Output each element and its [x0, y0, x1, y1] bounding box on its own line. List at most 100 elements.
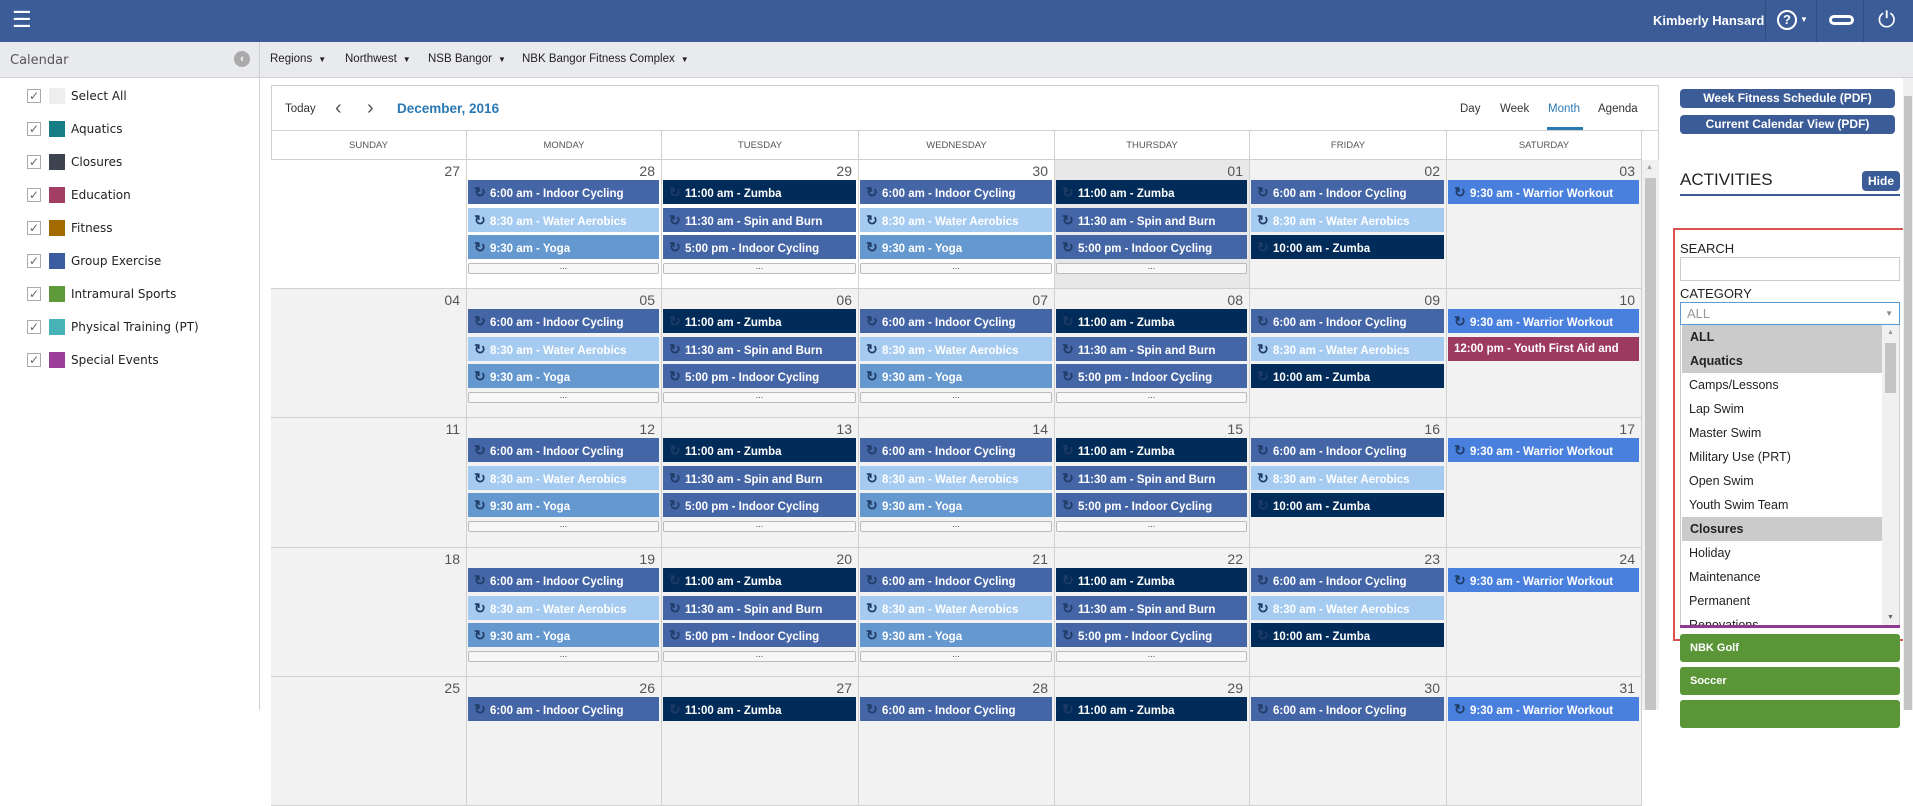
calendar-event[interactable]: ↻ 11:00 am - Zumba	[663, 180, 856, 204]
calendar-event[interactable]: ↻ 8:30 am - Water Aerobics	[1251, 595, 1444, 620]
day-cell[interactable]: 01 ↻ 11:00 am - Zumba ↻ 11:30 am - Spin and …	[1055, 160, 1250, 289]
breadcrumb-nsb-bangor[interactable]: NSB Bangor ▼	[428, 53, 506, 65]
day-cell[interactable]: 14 ↻ 6:00 am - Indoor Cycling ↻ 8:30 am - Wa…	[859, 418, 1055, 548]
calendar-event[interactable]: ↻ 9:30 am - Warrior Workout	[1448, 309, 1639, 333]
day-cell[interactable]: 26 ↻ 6:00 am - Indoor Cycling	[467, 677, 662, 806]
day-cell[interactable]: 21 ↻ 6:00 am - Indoor Cycling ↻ 8:30 am - Wa…	[859, 548, 1055, 677]
calendar-event[interactable]: ↻ 10:00 am - Zumba	[1251, 235, 1444, 259]
day-cell[interactable]: 25	[271, 677, 467, 806]
calendar-event[interactable]: ↻ 10:00 am - Zumba	[1251, 623, 1444, 647]
calendar-event[interactable]: ↻ 8:30 am - Water Aerobics	[468, 465, 659, 490]
calendar-event[interactable]: ↻ 8:30 am - Water Aerobics	[468, 207, 659, 232]
calendar-event[interactable]: ↻ 11:00 am - Zumba	[1056, 180, 1247, 204]
calendar-event[interactable]: ↻ 8:30 am - Water Aerobics	[468, 336, 659, 361]
calendar-event[interactable]: ↻ 8:30 am - Water Aerobics	[860, 336, 1052, 361]
calendar-event[interactable]: ↻ 10:00 am - Zumba	[1251, 364, 1444, 388]
calendar-event[interactable]: ↻ 9:30 am - Yoga	[468, 623, 659, 647]
calendar-event[interactable]: ↻ 11:30 am - Spin and Burn	[663, 336, 856, 361]
calendar-event[interactable]: ↻ 5:00 pm - Indoor Cycling	[1056, 364, 1247, 388]
sidebar-item-education[interactable]: ✓ Education	[27, 185, 131, 205]
calendar-event[interactable]: ↻ 11:30 am - Spin and Burn	[1056, 207, 1247, 232]
show-more-button[interactable]: ...	[1056, 261, 1247, 274]
calendar-event[interactable]: ↻ 9:30 am - Warrior Workout	[1448, 568, 1639, 592]
calendar-event[interactable]: ↻ 11:30 am - Spin and Burn	[663, 595, 856, 620]
day-cell[interactable]: 31 ↻ 9:30 am - Warrior Workout	[1447, 677, 1642, 806]
show-more-button[interactable]: ...	[1056, 390, 1247, 403]
calendar-event[interactable]: ↻ 8:30 am - Water Aerobics	[860, 595, 1052, 620]
calendar-event[interactable]: ↻ 6:00 am - Indoor Cycling	[468, 697, 659, 721]
show-more-button[interactable]: ...	[663, 519, 856, 532]
calendar-event[interactable]: ↻ 11:00 am - Zumba	[1056, 309, 1247, 333]
day-cell[interactable]: 10 ↻ 9:30 am - Warrior Workout 12:00 pm - Y…	[1447, 289, 1642, 418]
calendar-event[interactable]: ↻ 5:00 pm - Indoor Cycling	[1056, 493, 1247, 517]
week-fitness-schedule-pdf-button[interactable]: Week Fitness Schedule (PDF)	[1680, 89, 1895, 108]
category-option[interactable]: Holiday	[1689, 546, 1731, 560]
show-more-button[interactable]: ...	[860, 261, 1052, 274]
calendar-event[interactable]: ↻ 9:30 am - Yoga	[860, 493, 1052, 517]
calendar-event[interactable]: ↻ 6:00 am - Indoor Cycling	[860, 568, 1052, 592]
checkbox-checked-icon[interactable]: ✓	[27, 287, 41, 301]
day-cell[interactable]: 15 ↻ 11:00 am - Zumba ↻ 11:30 am - Spin and …	[1055, 418, 1250, 548]
show-more-button[interactable]: ...	[468, 261, 659, 274]
calendar-scrollbar[interactable]: ▲	[1642, 160, 1659, 710]
calendar-event[interactable]: ↻ 9:30 am - Yoga	[860, 364, 1052, 388]
calendar-event[interactable]: ↻ 11:30 am - Spin and Burn	[1056, 336, 1247, 361]
day-cell[interactable]: 19 ↻ 6:00 am - Indoor Cycling ↻ 8:30 am - Wa…	[467, 548, 662, 677]
category-option[interactable]: Youth Swim Team	[1689, 498, 1789, 512]
calendar-event[interactable]: ↻ 11:00 am - Zumba	[1056, 568, 1247, 592]
checkbox-checked-icon[interactable]: ✓	[27, 221, 41, 235]
sidebar-item-physical-training-pt-[interactable]: ✓ Physical Training (PT)	[27, 317, 199, 337]
calendar-event[interactable]: ↻ 8:30 am - Water Aerobics	[860, 465, 1052, 490]
user-name[interactable]: Kimberly Hansard	[1653, 13, 1765, 28]
view-tab-week[interactable]: Week	[1500, 103, 1530, 115]
category-option[interactable]: Closures	[1682, 517, 1882, 541]
day-cell[interactable]: 28 ↻ 6:00 am - Indoor Cycling	[859, 677, 1055, 806]
day-cell[interactable]: 30 ↻ 6:00 am - Indoor Cycling	[1250, 677, 1447, 806]
show-more-button[interactable]: ...	[860, 519, 1052, 532]
activity-button[interactable]: Soccer	[1680, 667, 1900, 695]
day-cell[interactable]: 29 ↻ 11:00 am - Zumba ↻ 11:30 am - Spin and …	[662, 160, 859, 289]
day-cell[interactable]: 02 ↻ 6:00 am - Indoor Cycling ↻ 8:30 am - Wa…	[1250, 160, 1447, 289]
calendar-event[interactable]: ↻ 9:30 am - Yoga	[468, 364, 659, 388]
day-cell[interactable]: 18	[271, 548, 467, 677]
view-tab-day[interactable]: Day	[1460, 103, 1481, 115]
calendar-event[interactable]: ↻ 11:30 am - Spin and Burn	[663, 207, 856, 232]
prev-month-icon[interactable]: ‹	[335, 97, 342, 119]
checkbox-checked-icon[interactable]: ✓	[27, 254, 41, 268]
calendar-event[interactable]: ↻ 11:30 am - Spin and Burn	[663, 465, 856, 490]
sidebar-item-group-exercise[interactable]: ✓ Group Exercise	[27, 251, 161, 271]
checkbox-checked-icon[interactable]: ✓	[27, 353, 41, 367]
show-more-button[interactable]: ...	[468, 649, 659, 662]
calendar-event[interactable]: ↻ 9:30 am - Warrior Workout	[1448, 180, 1639, 204]
calendar-event[interactable]: ↻ 11:00 am - Zumba	[663, 309, 856, 333]
day-cell[interactable]: 12 ↻ 6:00 am - Indoor Cycling ↻ 8:30 am - Wa…	[467, 418, 662, 548]
hide-activities-button[interactable]: Hide	[1862, 171, 1900, 191]
sidebar-item-fitness[interactable]: ✓ Fitness	[27, 218, 113, 238]
current-calendar-view-pdf-button[interactable]: Current Calendar View (PDF)	[1680, 115, 1895, 134]
day-cell[interactable]: 17 ↻ 9:30 am - Warrior Workout	[1447, 418, 1642, 548]
power-logout-icon[interactable]: ⏻	[1878, 7, 1896, 32]
search-input[interactable]	[1680, 257, 1900, 281]
activity-button[interactable]	[1680, 700, 1900, 728]
calendar-event[interactable]: ↻ 8:30 am - Water Aerobics	[468, 595, 659, 620]
sidebar-item-select-all[interactable]: ✓ Select All	[27, 86, 127, 106]
hamburger-menu-icon[interactable]: ☰	[12, 7, 32, 32]
show-more-button[interactable]: ...	[468, 519, 659, 532]
collapse-sidebar-icon[interactable]: ‹	[234, 51, 250, 67]
today-button[interactable]: Today	[285, 103, 316, 115]
day-cell[interactable]: 27 ↻ 11:00 am - Zumba	[662, 677, 859, 806]
calendar-event[interactable]: ↻ 6:00 am - Indoor Cycling	[1251, 180, 1444, 204]
activity-button[interactable]: NBK Golf	[1680, 634, 1900, 662]
calendar-event[interactable]: ↻ 9:30 am - Yoga	[468, 493, 659, 517]
day-cell[interactable]: 24 ↻ 9:30 am - Warrior Workout	[1447, 548, 1642, 677]
day-cell[interactable]: 09 ↻ 6:00 am - Indoor Cycling ↻ 8:30 am - Wa…	[1250, 289, 1447, 418]
show-more-button[interactable]: ...	[1056, 519, 1247, 532]
calendar-event[interactable]: ↻ 5:00 pm - Indoor Cycling	[1056, 623, 1247, 647]
show-more-button[interactable]: ...	[1056, 649, 1247, 662]
calendar-event[interactable]: ↻ 11:00 am - Zumba	[1056, 697, 1247, 721]
calendar-event[interactable]: ↻ 6:00 am - Indoor Cycling	[860, 697, 1052, 721]
calendar-event[interactable]: ↻ 9:30 am - Yoga	[860, 235, 1052, 259]
calendar-event[interactable]: ↻ 11:00 am - Zumba	[663, 438, 856, 462]
page-scrollbar[interactable]	[1903, 78, 1913, 710]
calendar-event[interactable]: ↻ 5:00 pm - Indoor Cycling	[663, 623, 856, 647]
